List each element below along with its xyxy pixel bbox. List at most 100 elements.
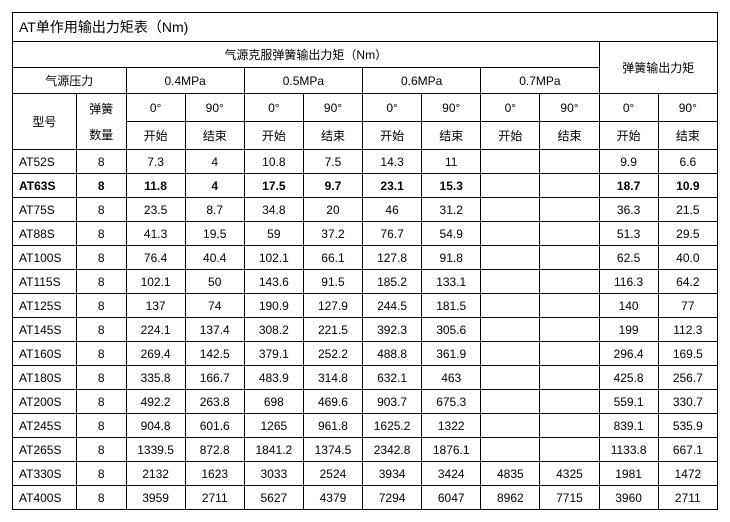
value-cell: 1374.5 <box>303 438 362 462</box>
spring-count-cell: 8 <box>76 438 126 462</box>
value-cell: 15.3 <box>422 174 481 198</box>
model-cell: AT265S <box>13 438 77 462</box>
value-cell <box>540 174 599 198</box>
model-cell: AT125S <box>13 294 77 318</box>
pressure-3: 0.7MPa <box>481 68 599 94</box>
value-cell <box>481 342 540 366</box>
value-cell: 675.3 <box>422 390 481 414</box>
model-cell: AT75S <box>13 198 77 222</box>
value-cell: 23.5 <box>126 198 185 222</box>
value-cell: 1981 <box>599 462 658 486</box>
table-row: AT145S8224.1137.4308.2221.5392.3305.6199… <box>13 318 718 342</box>
value-cell <box>540 342 599 366</box>
value-cell: 14.3 <box>363 150 422 174</box>
main-header: 气源克服弹簧输出力矩（Nm） <box>13 42 600 68</box>
value-cell: 9.7 <box>303 174 362 198</box>
value-cell: 11.8 <box>126 174 185 198</box>
value-cell: 1322 <box>422 414 481 438</box>
value-cell <box>481 438 540 462</box>
model-header: 型号 <box>13 94 77 150</box>
value-cell: 6.6 <box>658 150 717 174</box>
value-cell: 7294 <box>363 486 422 510</box>
value-cell: 1265 <box>244 414 303 438</box>
value-cell: 46 <box>363 198 422 222</box>
value-cell: 2524 <box>303 462 362 486</box>
value-cell <box>481 222 540 246</box>
value-cell: 6047 <box>422 486 481 510</box>
value-cell: 1625.2 <box>363 414 422 438</box>
deg90-04: 90° <box>185 94 244 122</box>
value-cell: 632.1 <box>363 366 422 390</box>
model-cell: AT52S <box>13 150 77 174</box>
pressure-0: 0.4MPa <box>126 68 244 94</box>
start-07: 开始 <box>481 122 540 150</box>
table-row: AT180S8335.8166.7483.9314.8632.1463425.8… <box>13 366 718 390</box>
value-cell: 40.4 <box>185 246 244 270</box>
value-cell: 91.5 <box>303 270 362 294</box>
value-cell <box>540 366 599 390</box>
model-cell: AT63S <box>13 174 77 198</box>
value-cell: 190.9 <box>244 294 303 318</box>
value-cell: 3960 <box>599 486 658 510</box>
value-cell: 76.7 <box>363 222 422 246</box>
spring-count-cell: 8 <box>76 462 126 486</box>
value-cell <box>540 150 599 174</box>
value-cell: 903.7 <box>363 390 422 414</box>
value-cell: 2711 <box>658 486 717 510</box>
end-s: 结束 <box>658 122 717 150</box>
table-title: AT单作用输出力矩表（Nm) <box>13 13 718 42</box>
end-04: 结束 <box>185 122 244 150</box>
value-cell <box>481 150 540 174</box>
table-row: AT88S841.319.55937.276.754.951.329.5 <box>13 222 718 246</box>
value-cell: 127.8 <box>363 246 422 270</box>
value-cell: 185.2 <box>363 270 422 294</box>
value-cell <box>540 246 599 270</box>
value-cell: 10.8 <box>244 150 303 174</box>
model-cell: AT160S <box>13 342 77 366</box>
end-05: 结束 <box>303 122 362 150</box>
value-cell: 66.1 <box>303 246 362 270</box>
value-cell: 76.4 <box>126 246 185 270</box>
value-cell: 224.1 <box>126 318 185 342</box>
value-cell: 3424 <box>422 462 481 486</box>
value-cell: 91.8 <box>422 246 481 270</box>
spring-output-header: 弹簧输出力矩 <box>599 42 717 94</box>
table-body: AT52S87.3410.87.514.3119.96.6AT63S811.84… <box>13 150 718 510</box>
value-cell <box>481 366 540 390</box>
value-cell <box>540 270 599 294</box>
value-cell: 392.3 <box>363 318 422 342</box>
table-row: AT330S8213216233033252439343424483543251… <box>13 462 718 486</box>
value-cell <box>540 438 599 462</box>
value-cell: 483.9 <box>244 366 303 390</box>
spring-count-cell: 8 <box>76 270 126 294</box>
pressure-2: 0.6MPa <box>363 68 481 94</box>
model-cell: AT100S <box>13 246 77 270</box>
value-cell: 904.8 <box>126 414 185 438</box>
value-cell: 3934 <box>363 462 422 486</box>
deg90-05: 90° <box>303 94 362 122</box>
model-cell: AT88S <box>13 222 77 246</box>
value-cell: 2711 <box>185 486 244 510</box>
spring-count-cell: 8 <box>76 414 126 438</box>
value-cell: 559.1 <box>599 390 658 414</box>
table-row: AT63S811.8417.59.723.115.318.710.9 <box>13 174 718 198</box>
value-cell: 2342.8 <box>363 438 422 462</box>
value-cell: 492.2 <box>126 390 185 414</box>
value-cell: 361.9 <box>422 342 481 366</box>
value-cell: 29.5 <box>658 222 717 246</box>
value-cell: 3033 <box>244 462 303 486</box>
value-cell: 143.6 <box>244 270 303 294</box>
value-cell <box>481 390 540 414</box>
value-cell: 37.2 <box>303 222 362 246</box>
value-cell: 50 <box>185 270 244 294</box>
value-cell: 7715 <box>540 486 599 510</box>
value-cell <box>481 414 540 438</box>
table-row: AT400S8395927115627437972946047896277153… <box>13 486 718 510</box>
value-cell: 8962 <box>481 486 540 510</box>
value-cell <box>481 174 540 198</box>
value-cell: 4325 <box>540 462 599 486</box>
value-cell <box>481 270 540 294</box>
value-cell: 142.5 <box>185 342 244 366</box>
value-cell: 40.0 <box>658 246 717 270</box>
value-cell: 1133.8 <box>599 438 658 462</box>
